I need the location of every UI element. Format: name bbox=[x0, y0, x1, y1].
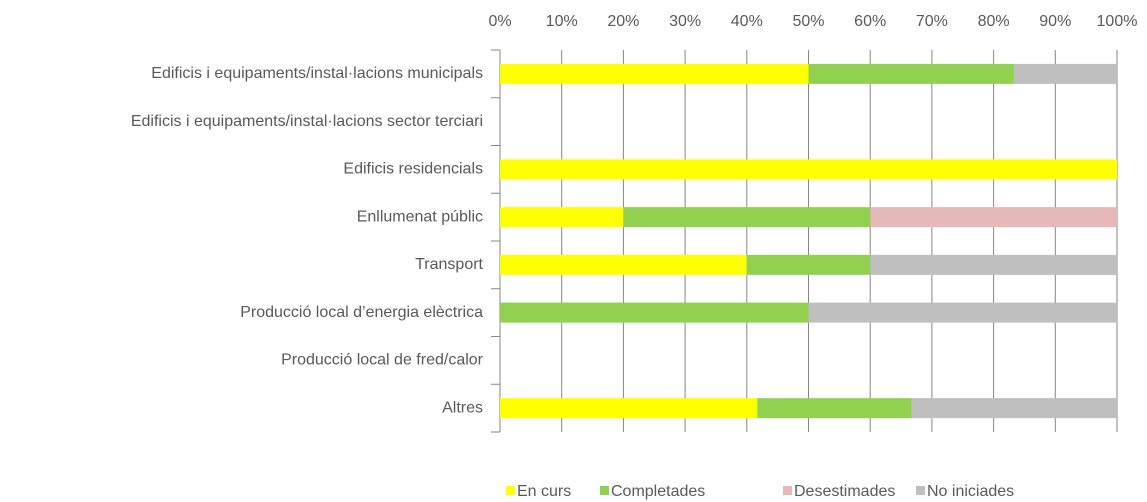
y-tick-label: Edificis i equipaments/instal·lacions mu… bbox=[151, 65, 483, 82]
x-tick-label: 0% bbox=[488, 13, 511, 30]
legend-swatch bbox=[916, 486, 925, 495]
y-tick-label: Altres bbox=[442, 399, 483, 416]
x-tick-label: 80% bbox=[978, 13, 1010, 30]
bar-segment bbox=[500, 254, 747, 275]
x-tick-label: 90% bbox=[1039, 13, 1071, 30]
bar-segment bbox=[757, 398, 912, 419]
bar-segment bbox=[500, 398, 758, 419]
y-tick-label: Producció local d’energia elèctrica bbox=[240, 304, 483, 321]
bar-segment bbox=[746, 254, 871, 275]
y-tick-label: Edificis residencials bbox=[343, 161, 483, 178]
x-tick-label: 60% bbox=[854, 13, 886, 30]
x-tick-label: 100% bbox=[1097, 13, 1138, 30]
x-tick-label: 40% bbox=[731, 13, 763, 30]
bar-segment bbox=[808, 63, 1014, 84]
legend-label: No iniciades bbox=[927, 483, 1014, 500]
legend-label: Completades bbox=[611, 483, 705, 500]
bar-segment bbox=[500, 302, 809, 323]
x-tick-label: 10% bbox=[546, 13, 578, 30]
legend-swatch bbox=[506, 486, 515, 495]
x-tick-label: 50% bbox=[792, 13, 824, 30]
legend-label: Desestimades bbox=[794, 483, 895, 500]
bar-segment bbox=[500, 63, 809, 84]
bar-segment bbox=[911, 398, 1117, 419]
bar-segment bbox=[1013, 63, 1117, 84]
y-tick-label: Transport bbox=[415, 256, 483, 273]
legend-swatch bbox=[783, 486, 792, 495]
x-tick-label: 20% bbox=[607, 13, 639, 30]
y-tick-label: Edificis i equipaments/instal·lacions se… bbox=[131, 113, 483, 130]
legend-swatch bbox=[600, 486, 609, 495]
bar-segment bbox=[808, 302, 1117, 323]
legend-label: En curs bbox=[517, 483, 571, 500]
x-tick-label: 70% bbox=[916, 13, 948, 30]
x-tick-label: 30% bbox=[669, 13, 701, 30]
bar-segment bbox=[870, 254, 1117, 275]
bar-segment bbox=[623, 207, 871, 228]
bar-segment bbox=[500, 207, 624, 228]
bar-segment bbox=[870, 207, 1117, 228]
bar-segment bbox=[500, 159, 1117, 180]
y-tick-label: Enllumenat públic bbox=[357, 208, 483, 225]
y-tick-label: Producció local de fred/calor bbox=[281, 352, 484, 369]
